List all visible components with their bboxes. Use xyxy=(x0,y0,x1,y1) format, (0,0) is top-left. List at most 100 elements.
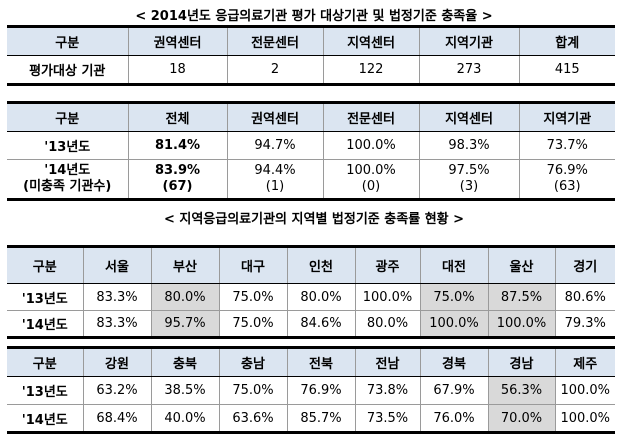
data-cell: 81.4% xyxy=(127,131,228,160)
header-cell: 합계 xyxy=(518,26,615,56)
data-cell: 94.4% (1) xyxy=(226,159,324,200)
header-cell: 전문센터 xyxy=(226,26,324,56)
regional-compliance-table-2: 구분 강원 충북 충남 전북 전남 경북 경남 제주 '13년도 63.2% 3… xyxy=(7,346,615,434)
data-cell: 80.0% xyxy=(286,283,356,311)
header-cell: 강원 xyxy=(82,347,152,377)
row-label: '14년도 (미충족 기관수) xyxy=(7,159,129,200)
data-cell: 73.7% xyxy=(518,131,615,160)
data-cell: 122 xyxy=(322,55,420,85)
header-cell: 전남 xyxy=(354,347,421,377)
data-cell: 83.9% (67) xyxy=(127,159,228,200)
data-cell: 67.9% xyxy=(419,376,489,405)
data-cell: 100.0% xyxy=(419,310,489,338)
title-regional-compliance: < 지역응급의료기관의 지역별 법정기준 충족률 현황 > xyxy=(163,212,465,227)
compliance-rate-table: 구분 전체 권역센터 전문센터 지역센터 지역기관 '13년도 81.4% 94… xyxy=(7,101,615,201)
rate-value: 97.5% xyxy=(448,163,490,178)
count-value: (63) xyxy=(553,179,581,194)
data-cell: 40.0% xyxy=(150,404,220,433)
data-cell: 75.0% xyxy=(218,283,288,311)
header-cell: 구분 xyxy=(7,102,129,132)
data-cell: 76.9% xyxy=(286,376,356,405)
evaluation-target-table: 구분 권역센터 전문센터 지역센터 지역기관 합계 평가대상 기관 18 2 1… xyxy=(7,25,615,86)
rate-value: 100.0% xyxy=(346,163,396,178)
table-row: '14년도 (미충족 기관수) 83.9% (67) 94.4% (1) 100… xyxy=(7,159,615,200)
data-cell: 73.8% xyxy=(354,376,421,405)
header-cell: 울산 xyxy=(487,246,556,284)
row-label: '13년도 xyxy=(7,376,84,405)
data-cell: 100.0% (0) xyxy=(322,159,420,200)
data-cell: 18 xyxy=(127,55,228,85)
data-cell: 38.5% xyxy=(150,376,220,405)
row-label-year: '14년도 xyxy=(44,163,91,178)
data-cell: 75.0% xyxy=(218,376,288,405)
header-cell: 구분 xyxy=(7,246,84,284)
data-cell: 94.7% xyxy=(226,131,324,160)
data-cell: 63.6% xyxy=(218,404,288,433)
data-cell: 87.5% xyxy=(487,283,556,311)
header-cell: 전문센터 xyxy=(322,102,420,132)
rate-value: 76.9% xyxy=(546,163,588,178)
row-label: '14년도 xyxy=(7,404,84,433)
table-row: 평가대상 기관 18 2 122 273 415 xyxy=(7,55,615,85)
table-row: '14년도 83.3% 95.7% 75.0% 84.6% 80.0% 100.… xyxy=(7,310,615,338)
count-value: (67) xyxy=(162,179,193,194)
table-row: '13년도 63.2% 38.5% 75.0% 76.9% 73.8% 67.9… xyxy=(7,376,615,405)
data-cell: 83.3% xyxy=(82,310,152,338)
data-cell: 100.0% xyxy=(554,376,615,405)
data-cell: 68.4% xyxy=(82,404,152,433)
data-cell: 63.2% xyxy=(82,376,152,405)
title-evaluation-summary: < 2014년도 응급의료기관 평가 대상기관 및 법정기준 충족율 > xyxy=(135,9,493,24)
data-cell: 100.0% xyxy=(487,310,556,338)
count-value: (1) xyxy=(265,179,285,194)
row-label: 평가대상 기관 xyxy=(7,55,129,85)
regional-compliance-table-1: 구분 서울 부산 대구 인천 광주 대전 울산 경기 '13년도 83.3% 8… xyxy=(7,245,615,339)
header-cell: 구분 xyxy=(7,26,129,56)
header-cell: 대전 xyxy=(419,246,489,284)
data-cell: 80.0% xyxy=(354,310,421,338)
data-cell: 2 xyxy=(226,55,324,85)
row-label-note: (미충족 기관수) xyxy=(23,179,112,194)
header-cell: 대구 xyxy=(218,246,288,284)
header-cell: 광주 xyxy=(354,246,421,284)
header-cell: 권역센터 xyxy=(127,26,228,56)
data-cell: 56.3% xyxy=(487,376,556,405)
header-cell: 충북 xyxy=(150,347,220,377)
rate-value: 83.9% xyxy=(154,163,201,178)
header-cell: 충남 xyxy=(218,347,288,377)
data-cell: 80.6% xyxy=(554,283,615,311)
rate-value: 94.4% xyxy=(254,163,296,178)
data-cell: 80.0% xyxy=(150,283,220,311)
data-cell: 75.0% xyxy=(419,283,489,311)
data-cell: 76.9% (63) xyxy=(518,159,615,200)
header-cell: 경기 xyxy=(554,246,615,284)
data-cell: 415 xyxy=(518,55,615,85)
header-cell: 서울 xyxy=(82,246,152,284)
count-value: (3) xyxy=(459,179,479,194)
data-cell: 100.0% xyxy=(554,404,615,433)
header-cell: 제주 xyxy=(554,347,615,377)
header-cell: 인천 xyxy=(286,246,356,284)
data-cell: 79.3% xyxy=(554,310,615,338)
row-label: '13년도 xyxy=(7,131,129,160)
data-cell: 70.0% xyxy=(487,404,556,433)
data-cell: 76.0% xyxy=(419,404,489,433)
count-value: (0) xyxy=(361,179,381,194)
data-cell: 273 xyxy=(418,55,520,85)
data-cell: 73.5% xyxy=(354,404,421,433)
data-cell: 75.0% xyxy=(218,310,288,338)
data-cell: 100.0% xyxy=(322,131,420,160)
header-cell: 부산 xyxy=(150,246,220,284)
table-row: '13년도 81.4% 94.7% 100.0% 98.3% 73.7% xyxy=(7,131,615,160)
table-row: '13년도 83.3% 80.0% 75.0% 80.0% 100.0% 75.… xyxy=(7,283,615,311)
data-cell: 95.7% xyxy=(150,310,220,338)
header-cell: 경남 xyxy=(487,347,556,377)
header-cell: 전체 xyxy=(127,102,228,132)
data-cell: 97.5% (3) xyxy=(418,159,520,200)
header-cell: 권역센터 xyxy=(226,102,324,132)
row-label: '14년도 xyxy=(7,310,84,338)
header-cell: 경북 xyxy=(419,347,489,377)
row-label: '13년도 xyxy=(7,283,84,311)
data-cell: 100.0% xyxy=(354,283,421,311)
data-cell: 98.3% xyxy=(418,131,520,160)
data-cell: 84.6% xyxy=(286,310,356,338)
